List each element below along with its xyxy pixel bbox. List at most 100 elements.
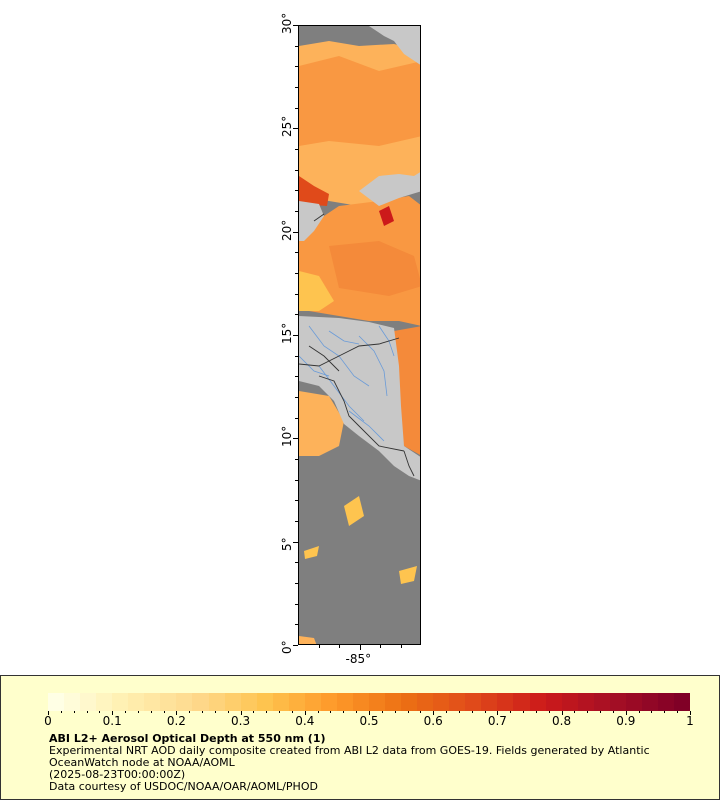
colorbar-minor-tick — [535, 711, 537, 713]
lat-minor-tick — [295, 87, 298, 88]
colorbar-minor-tick — [548, 711, 550, 713]
legend-text: ABI L2+ Aerosol Optical Depth at 550 nm … — [49, 733, 689, 793]
colorbar-cell — [64, 693, 81, 711]
colorbar-tick-label: 0.5 — [359, 714, 379, 728]
colorbar-cell — [48, 693, 65, 711]
colorbar-major-tick — [625, 711, 627, 715]
colorbar-cell — [625, 693, 643, 711]
colorbar-tick-label: 1 — [686, 714, 694, 728]
colorbar-major-tick — [433, 711, 435, 715]
lat-tick — [293, 231, 298, 233]
colorbar-tick-label: 0.4 — [295, 714, 315, 728]
colorbar-cell — [401, 693, 418, 711]
colorbar-cell — [96, 693, 113, 711]
colorbar-minor-tick — [420, 711, 422, 713]
colorbar-cell — [657, 693, 675, 711]
lat-label: 20° — [280, 219, 294, 241]
colorbar-minor-tick — [343, 711, 345, 713]
colorbar-cell — [593, 693, 611, 711]
lat-minor-tick — [295, 355, 298, 357]
colorbar-tick-label: 0.2 — [166, 714, 186, 728]
lat-label: 0° — [280, 640, 294, 654]
colorbar-minor-tick — [394, 711, 396, 713]
legend-panel: 0 0.1 0.2 0.3 0.4 0.5 0.6 0.7 0.8 0.9 1 ABI L2+ Ae… — [0, 675, 720, 800]
colorbar-minor-tick — [651, 711, 653, 713]
colorbar-cell — [561, 693, 579, 711]
lat-label: 15° — [280, 322, 294, 344]
colorbar-cell — [417, 693, 434, 711]
lon-minor-tick — [318, 645, 320, 648]
colorbar-minor-tick — [523, 711, 525, 713]
colorbar-minor-tick — [600, 711, 602, 713]
lat-minor-tick — [295, 624, 298, 626]
colorbar-minor-tick — [484, 711, 486, 713]
lat-minor-tick — [295, 273, 298, 274]
colorbar-minor-tick — [227, 711, 229, 713]
colorbar-minor-tick — [458, 711, 460, 713]
aod-field — [299, 41, 420, 644]
colorbar-cell — [304, 693, 322, 711]
colorbar-minor-tick — [317, 711, 319, 713]
colorbar-cell — [529, 693, 547, 711]
colorbar-major-tick — [240, 711, 242, 715]
colorbar-tick-label: 0.3 — [231, 714, 251, 728]
colorbar-minor-tick — [471, 711, 473, 713]
lat-minor-tick — [295, 521, 298, 522]
colorbar-tick-label: 0 — [44, 714, 52, 728]
colorbar-cell — [320, 693, 338, 711]
lon-minor-tick — [400, 645, 402, 648]
lat-minor-tick — [295, 293, 298, 295]
colorbar-major-tick — [176, 711, 178, 715]
lat-minor-tick — [295, 66, 298, 68]
lat-label: 25° — [280, 116, 294, 138]
lat-minor-tick — [295, 169, 298, 171]
lat-tick — [293, 541, 298, 543]
colorbar-cell — [449, 693, 466, 711]
colorbar-tick-label: 0.6 — [423, 714, 443, 728]
lat-minor-tick — [295, 190, 298, 192]
colorbar — [48, 693, 691, 711]
lon-label: -85° — [345, 652, 372, 666]
lat-label: 10° — [280, 426, 294, 448]
legend-description: Experimental NRT AOD daily composite cre… — [49, 744, 650, 769]
colorbar-cell — [336, 693, 354, 711]
map-plot[interactable] — [298, 25, 421, 645]
colorbar-cell — [128, 693, 145, 711]
lat-minor-tick — [295, 583, 298, 584]
colorbar-cell — [609, 693, 627, 711]
colorbar-tick-label: 0.8 — [552, 714, 572, 728]
colorbar-cell — [224, 693, 242, 711]
lat-minor-tick — [295, 45, 298, 47]
colorbar-minor-tick — [253, 711, 255, 713]
colorbar-minor-tick — [664, 711, 666, 713]
colorbar-minor-tick — [407, 711, 409, 713]
lat-minor-tick — [295, 107, 298, 109]
colorbar-cell — [641, 693, 659, 711]
colorbar-cell — [577, 693, 595, 711]
lat-minor-tick — [295, 376, 298, 378]
colorbar-cell — [481, 693, 498, 711]
colorbar-cell — [256, 693, 274, 711]
lat-minor-tick — [295, 500, 298, 502]
colorbar-major-tick — [48, 711, 49, 715]
lat-label: 5° — [280, 537, 294, 551]
lon-minor-tick — [359, 645, 361, 648]
colorbar-cell — [497, 693, 514, 711]
colorbar-minor-tick — [73, 711, 75, 713]
colorbar-cell — [545, 693, 563, 711]
lon-minor-tick — [380, 645, 381, 648]
colorbar-minor-tick — [150, 711, 152, 713]
colorbar-cell — [272, 693, 290, 711]
legend-credit: Data courtesy of USDOC/NOAA/OAR/AOML/PHO… — [49, 780, 318, 793]
lat-minor-tick — [295, 562, 298, 564]
colorbar-cell — [288, 693, 306, 711]
colorbar-major-tick — [497, 711, 499, 715]
colorbar-minor-tick — [612, 711, 614, 713]
colorbar-tick-label: 0.7 — [487, 714, 507, 728]
lon-minor-tick — [339, 645, 340, 648]
colorbar-minor-tick — [60, 711, 62, 713]
colorbar-minor-tick — [291, 711, 293, 713]
colorbar-minor-tick — [202, 711, 204, 713]
colorbar-minor-tick — [510, 711, 512, 713]
colorbar-minor-tick — [189, 711, 191, 713]
